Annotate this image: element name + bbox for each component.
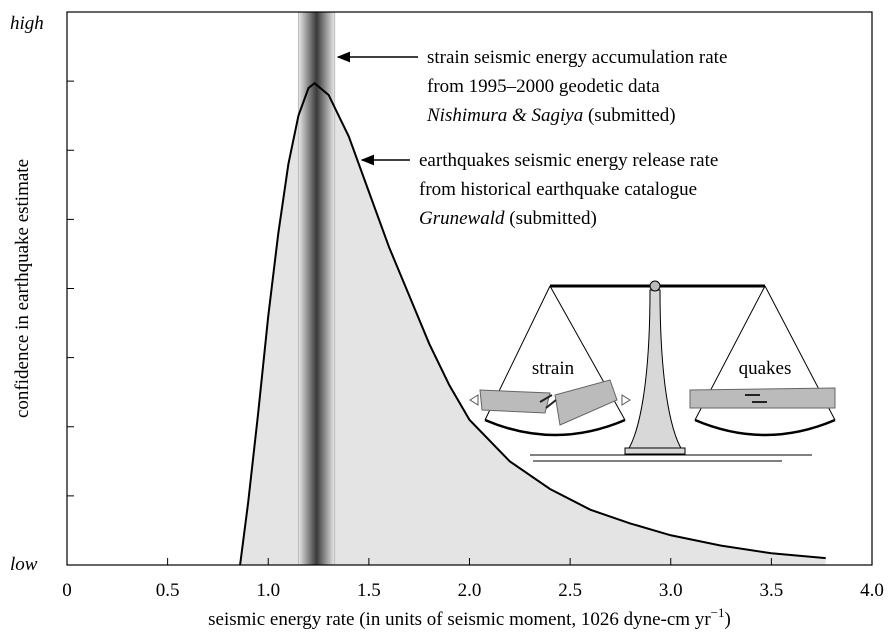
- x-axis-label-text: ): [725, 609, 731, 630]
- x-tick-label: 1.5: [357, 580, 381, 601]
- y-tick-label: low: [10, 554, 38, 575]
- y-tick-label: high: [10, 13, 44, 34]
- annotation: Grunewald (submitted): [419, 208, 597, 229]
- annotation: Nishimura & Sagiya (submitted): [426, 105, 676, 126]
- x-tick-label: 0.5: [156, 580, 180, 601]
- annotation-author: Grunewald: [419, 208, 505, 229]
- y-axis-label: confidence in earthquake estimate: [12, 159, 33, 418]
- x-axis-label: seismic energy rate (in units of seismic…: [208, 605, 731, 630]
- inset-label: strain: [532, 358, 575, 379]
- strain-band: [298, 12, 335, 565]
- annotation: from 1995–2000 geodetic data: [427, 76, 660, 97]
- annotation: earthquakes seismic energy release rate: [419, 150, 718, 171]
- balance-inset: [469, 280, 836, 462]
- x-tick-label: 0: [62, 580, 72, 601]
- x-tick-label: 2.5: [558, 580, 582, 601]
- x-tick-label: 1.0: [256, 580, 280, 601]
- inset-label: quakes: [739, 358, 792, 379]
- x-tick-label: 3.0: [659, 580, 683, 601]
- x-tick-label: 4.0: [860, 580, 884, 601]
- annotation-author: Nishimura & Sagiya: [426, 105, 583, 126]
- area-fill: [240, 83, 826, 565]
- annotation: from historical earthquake catalogue: [419, 179, 697, 200]
- annotation: strain seismic energy accumulation rate: [427, 47, 727, 68]
- x-tick-label: 3.5: [760, 580, 784, 601]
- annotation: (submitted): [583, 105, 675, 126]
- x-axis-label-sup: −1: [711, 605, 725, 620]
- annotation: (submitted): [505, 208, 597, 229]
- x-tick-label: 2.0: [458, 580, 482, 601]
- curve: [239, 81, 826, 566]
- plot-area: 0 0.5 1.0 1.5 2.0 2.5 3.0 3.5 4.0 low high: [10, 11, 884, 601]
- x-axis-label-text: seismic energy rate (in units of seismic…: [208, 609, 711, 630]
